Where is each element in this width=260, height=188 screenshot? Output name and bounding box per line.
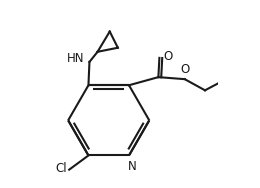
Text: O: O [180,63,190,76]
Text: O: O [163,50,172,63]
Text: Cl: Cl [56,162,67,175]
Text: N: N [128,160,136,173]
Text: HN: HN [67,52,84,65]
